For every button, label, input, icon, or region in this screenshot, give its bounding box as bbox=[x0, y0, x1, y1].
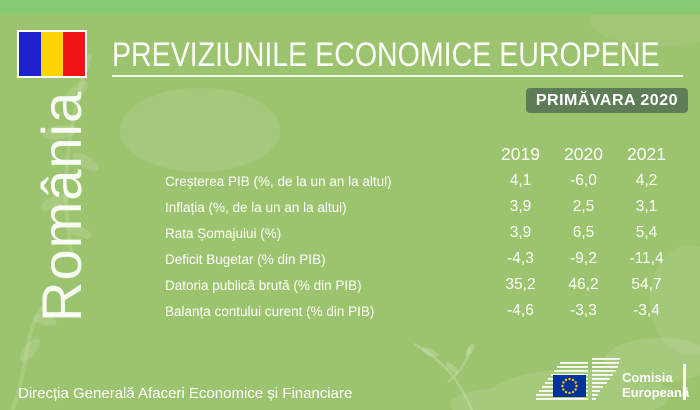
cell-value: -11,4 bbox=[629, 250, 664, 267]
table-row: Rata Șomajului (%) 3,9 6,5 5,4 bbox=[165, 220, 685, 246]
romania-flag bbox=[17, 30, 87, 78]
flag-stripe-red bbox=[63, 32, 85, 76]
cell-value: 35,2 bbox=[505, 276, 536, 293]
page-title: PREVIZIUNILE ECONOMICE EUROPENE bbox=[112, 36, 660, 74]
cell-value: 46,2 bbox=[568, 276, 599, 293]
top-accent-bar bbox=[0, 0, 700, 14]
table-header-row: 2019 2020 2021 bbox=[165, 140, 685, 168]
eu-flag-icon bbox=[553, 375, 586, 397]
row-label-gdp-growth: Creșterea PIB (%, de la un an la altul) bbox=[165, 173, 392, 189]
country-name-vertical: România bbox=[30, 90, 93, 322]
table-row: Inflația (%, de la un an la altul) 3,9 2… bbox=[165, 194, 685, 220]
flag-stripe-blue bbox=[19, 32, 41, 76]
table-row: Deficit Bugetar (% din PIB) -4,3 -9,2 -1… bbox=[165, 246, 685, 272]
cell-value: -4,3 bbox=[507, 250, 534, 267]
table-row: Creșterea PIB (%, de la un an la altul) … bbox=[165, 168, 685, 194]
cell-value: -6,0 bbox=[570, 172, 597, 189]
cell-value: 3,1 bbox=[635, 198, 658, 215]
year-header-2021: 2021 bbox=[627, 143, 666, 164]
department-name: Direcția Generală Afaceri Economice și F… bbox=[18, 385, 353, 402]
commission-sail-icon bbox=[592, 358, 620, 400]
logo-divider-bar bbox=[683, 364, 686, 400]
table-row: Balanța contului curent (% din PIB) -4,6… bbox=[165, 298, 685, 324]
table-row: Datoria publică brută (% din PIB) 35,2 4… bbox=[165, 272, 685, 298]
cell-value: 4,1 bbox=[509, 172, 532, 189]
cell-value: -9,2 bbox=[570, 250, 597, 267]
cell-value: 4,2 bbox=[635, 172, 658, 189]
cell-value: 2,5 bbox=[572, 198, 595, 215]
cell-value: -3,4 bbox=[633, 302, 660, 319]
commission-wordmark-line1: Comisia bbox=[622, 370, 673, 385]
european-commission-logo: Comisia Europeană bbox=[536, 356, 698, 406]
year-header-2020: 2020 bbox=[564, 143, 603, 164]
row-label-unemployment: Rata Șomajului (%) bbox=[165, 225, 282, 241]
row-label-inflation: Inflația (%, de la un an la altul) bbox=[165, 199, 347, 215]
cell-value: -4,6 bbox=[507, 302, 534, 319]
cell-value: 54,7 bbox=[631, 276, 662, 293]
forecast-table: 2019 2020 2021 Creșterea PIB (%, de la u… bbox=[165, 140, 685, 324]
year-header-2019: 2019 bbox=[501, 143, 540, 164]
cell-value: -3,3 bbox=[570, 302, 597, 319]
season-badge: PRIMĂVARA 2020 bbox=[525, 88, 688, 113]
title-underline bbox=[112, 75, 683, 77]
flag-stripe-yellow bbox=[41, 32, 63, 76]
cell-value: 5,4 bbox=[635, 224, 658, 241]
row-label-current-account: Balanța contului curent (% din PIB) bbox=[165, 303, 375, 319]
row-label-public-debt: Datoria publică brută (% din PIB) bbox=[165, 277, 362, 293]
cell-value: 3,9 bbox=[509, 224, 532, 241]
row-label-budget-deficit: Deficit Bugetar (% din PIB) bbox=[165, 251, 326, 267]
commission-wordmark-line2: Europeană bbox=[622, 385, 690, 400]
commission-wordmark: Comisia Europeană bbox=[622, 370, 689, 400]
cell-value: 6,5 bbox=[572, 224, 595, 241]
cell-value: 3,9 bbox=[509, 198, 532, 215]
